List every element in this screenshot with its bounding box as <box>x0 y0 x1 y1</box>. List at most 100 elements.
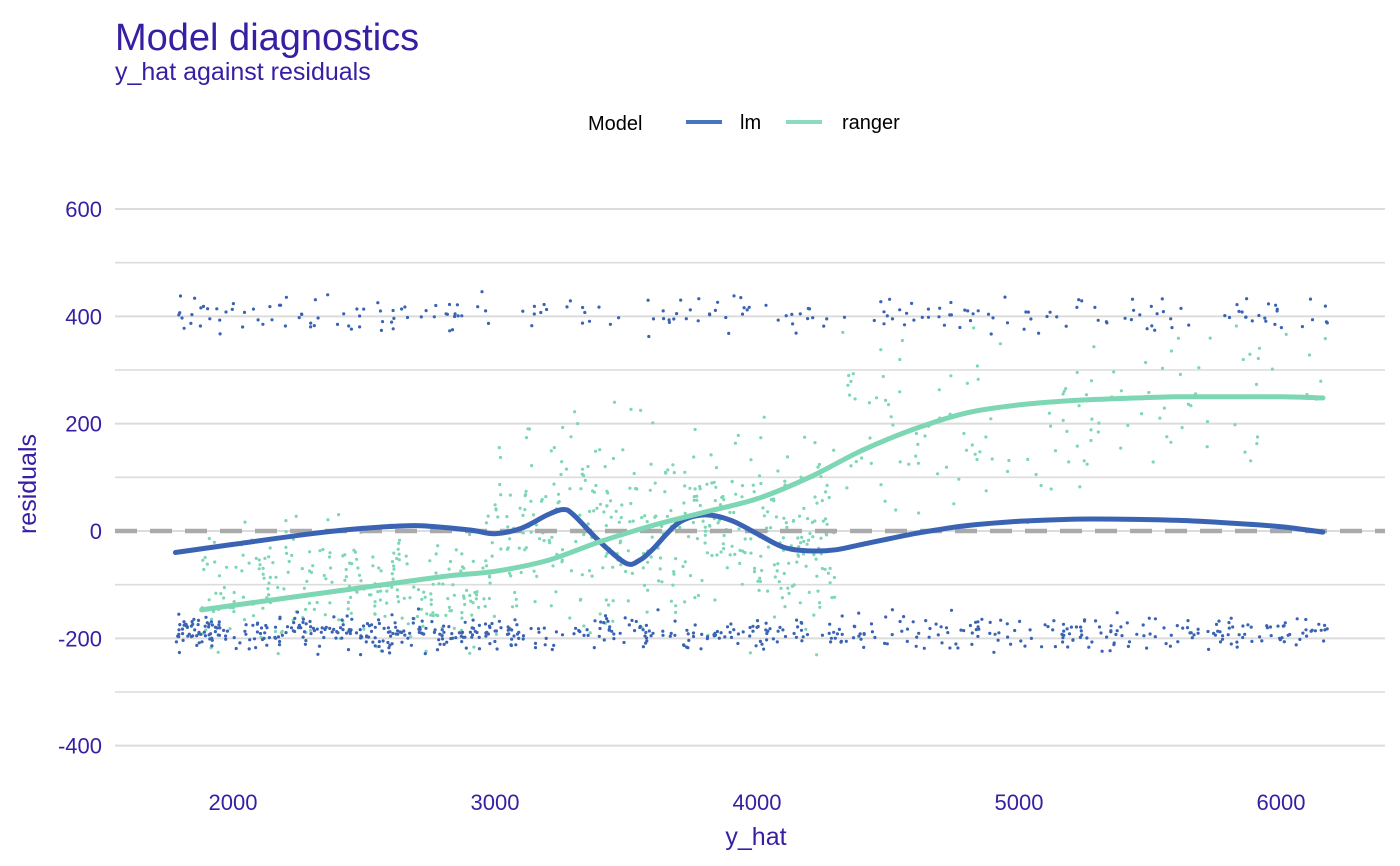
ranger-point <box>594 449 598 453</box>
lm-point <box>313 298 317 302</box>
ranger-point <box>371 564 375 568</box>
lm-point <box>379 328 383 332</box>
lm-point <box>1226 633 1230 637</box>
lm-point <box>262 636 266 641</box>
lm-point <box>485 630 489 634</box>
lm-point <box>927 635 931 639</box>
ranger-point <box>452 593 456 597</box>
ranger-point <box>810 520 815 525</box>
ranger-point <box>494 507 498 511</box>
ranger-point <box>369 593 373 597</box>
ranger-point <box>828 581 832 585</box>
lm-point <box>1304 628 1308 632</box>
ranger-point <box>815 653 819 657</box>
ranger-point <box>523 508 527 512</box>
lm-point <box>1294 643 1298 647</box>
ranger-point <box>657 579 661 583</box>
lm-point <box>926 307 931 311</box>
lm-point <box>252 637 257 641</box>
ranger-point <box>725 566 729 570</box>
lm-point <box>1181 626 1185 630</box>
ranger-point <box>257 558 261 562</box>
lm-point <box>367 635 371 639</box>
lm-point <box>820 633 825 637</box>
lm-point <box>1123 316 1127 320</box>
lm-point <box>267 636 271 640</box>
lm-point <box>1229 642 1233 646</box>
lm-point <box>411 616 415 621</box>
ranger-point <box>602 510 606 514</box>
lm-point <box>533 641 538 646</box>
ranger-point <box>978 450 982 454</box>
lm-point <box>1125 621 1129 625</box>
ranger-point <box>531 513 536 517</box>
lm-point <box>460 314 464 318</box>
lm-point <box>1087 645 1091 649</box>
lm-point <box>1053 645 1057 649</box>
lm-point <box>1046 625 1050 629</box>
ranger-point <box>914 454 918 458</box>
ranger-point <box>916 442 920 446</box>
lm-point <box>203 624 207 628</box>
ranger-point <box>881 374 885 379</box>
ranger-point <box>749 537 753 541</box>
lm-point <box>740 312 745 316</box>
lm-point <box>1274 303 1278 307</box>
ranger-point <box>782 571 786 576</box>
ranger-point <box>801 552 806 556</box>
ranger-point <box>499 547 503 551</box>
ranger-point <box>722 547 726 551</box>
lm-point <box>1257 313 1261 318</box>
ranger-point <box>397 552 401 556</box>
ranger-point <box>460 616 464 620</box>
lm-point <box>453 314 457 319</box>
lm-point <box>988 620 992 625</box>
ranger-point <box>785 455 790 459</box>
lm-point <box>350 617 354 621</box>
ranger-point <box>682 501 686 505</box>
lm-point <box>180 316 184 320</box>
lm-point <box>729 622 733 626</box>
lm-point <box>442 630 446 634</box>
ranger-point <box>804 627 808 632</box>
lm-point <box>1006 635 1010 639</box>
lm-point <box>607 628 611 632</box>
ranger-point <box>207 536 211 541</box>
ranger-point <box>749 458 753 462</box>
lm-point <box>177 612 181 616</box>
ranger-point <box>1006 469 1010 474</box>
lm-point <box>882 310 886 314</box>
lm-point <box>661 629 665 633</box>
lm-point <box>1083 618 1087 622</box>
lm-point <box>1237 309 1241 313</box>
lm-point <box>435 648 440 652</box>
ranger-point <box>352 548 356 552</box>
ranger-point <box>460 565 465 569</box>
ranger-point <box>1061 392 1065 396</box>
ranger-point <box>434 552 438 556</box>
lm-point <box>493 639 497 644</box>
ranger-point <box>1047 411 1051 415</box>
lm-point <box>348 631 352 636</box>
ranger-point <box>964 448 969 452</box>
ranger-point <box>783 479 787 483</box>
ranger-point <box>713 598 717 602</box>
lm-point <box>716 300 720 304</box>
lm-point <box>359 653 363 657</box>
lm-point <box>675 312 679 316</box>
ranger-point <box>671 463 675 467</box>
y-tick-label: 400 <box>65 304 102 329</box>
lm-point <box>1029 317 1033 321</box>
ranger-point <box>609 499 613 503</box>
ranger-point <box>284 519 288 523</box>
ranger-point <box>267 555 271 559</box>
lm-point <box>190 313 194 317</box>
lm-point <box>255 630 259 634</box>
ranger-point <box>1092 345 1096 349</box>
lm-point <box>295 610 300 614</box>
lm-point <box>244 632 248 636</box>
lm-point <box>418 627 422 631</box>
ranger-point <box>261 606 265 610</box>
ranger-point <box>898 390 902 394</box>
lm-point <box>285 625 290 629</box>
